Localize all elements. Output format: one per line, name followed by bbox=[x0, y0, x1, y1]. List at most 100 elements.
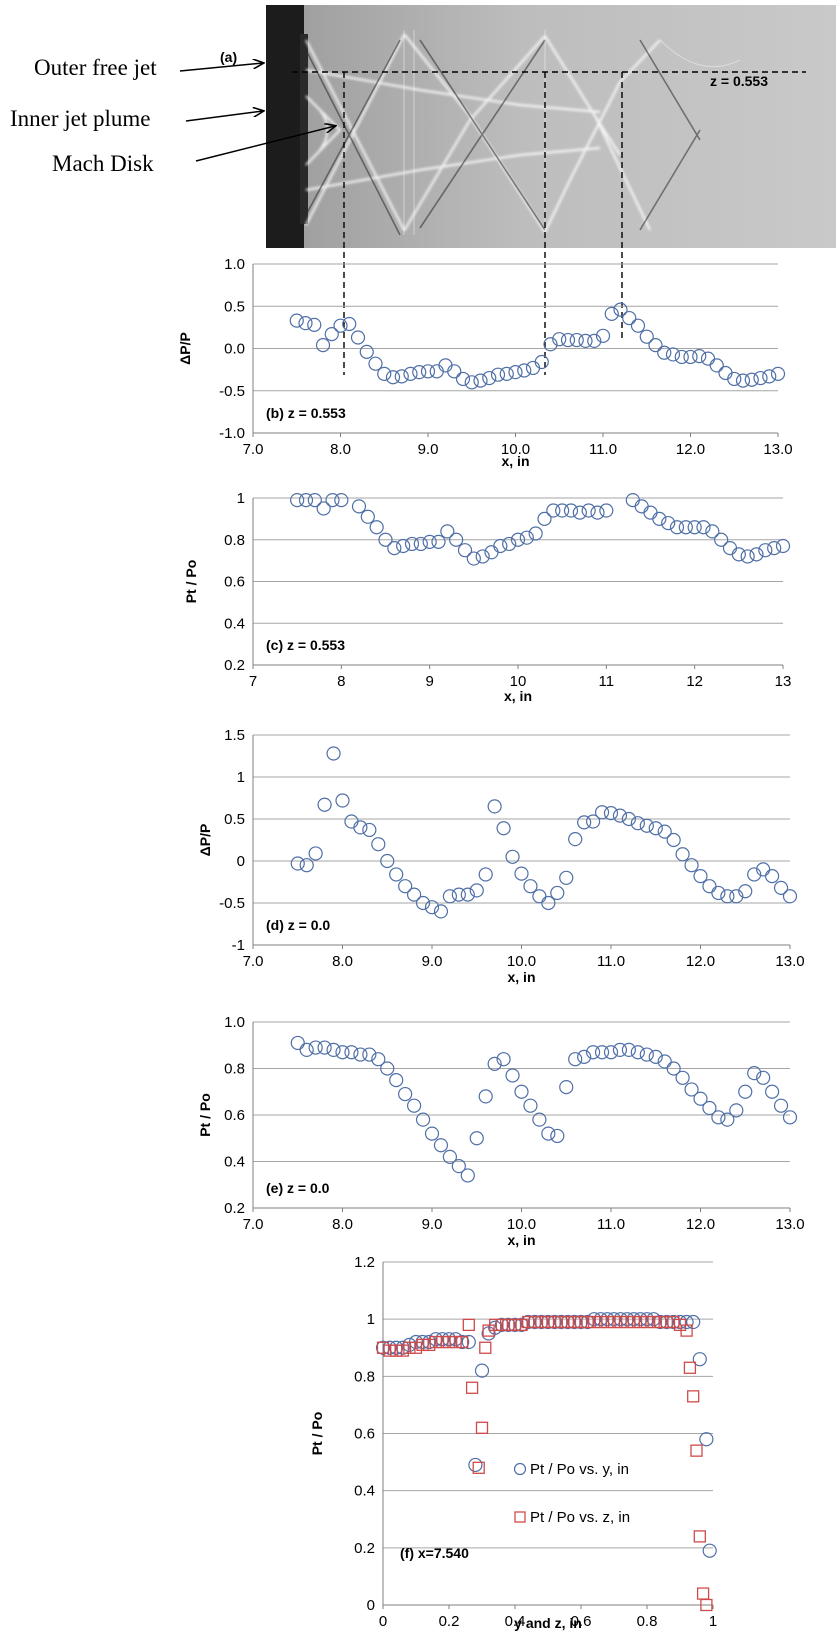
data-point-square bbox=[416, 1338, 429, 1352]
data-point bbox=[630, 816, 645, 831]
data-point bbox=[403, 366, 418, 381]
data-point bbox=[451, 887, 466, 902]
panel-label: (e) z = 0.0 bbox=[266, 1180, 330, 1196]
z-label: z = 0.553 bbox=[710, 73, 768, 89]
data-point bbox=[684, 858, 699, 873]
y-tick-label: 0 bbox=[237, 853, 245, 870]
data-point bbox=[344, 1045, 359, 1060]
data-point bbox=[735, 373, 751, 388]
data-point bbox=[474, 1363, 490, 1378]
data-point-square bbox=[383, 1344, 396, 1357]
data-point-square bbox=[640, 1315, 654, 1329]
x-tick-label: 9 bbox=[425, 673, 433, 690]
data-point bbox=[630, 1045, 645, 1060]
y-tick-label: 0.0 bbox=[224, 341, 245, 358]
data-point bbox=[621, 1042, 637, 1058]
data-point bbox=[342, 316, 357, 332]
x-tick-label: 0.6 bbox=[571, 1613, 592, 1630]
data-point bbox=[559, 870, 574, 885]
y-tick-label: 0.6 bbox=[224, 574, 245, 591]
data-point bbox=[550, 1128, 565, 1144]
x-tick-label: 8.0 bbox=[332, 1216, 353, 1233]
data-point bbox=[590, 505, 605, 520]
data-point bbox=[505, 849, 520, 864]
data-point bbox=[764, 869, 780, 884]
data-point bbox=[514, 1084, 529, 1099]
data-point-square bbox=[456, 1335, 469, 1349]
x-tick-label: 10.0 bbox=[501, 441, 530, 458]
data-point bbox=[684, 1082, 699, 1097]
data-point bbox=[317, 797, 332, 812]
data-point bbox=[424, 1126, 440, 1141]
data-point bbox=[298, 492, 314, 508]
data-point bbox=[499, 366, 514, 381]
y-tick-label: 0.4 bbox=[224, 615, 245, 632]
data-point bbox=[442, 1149, 457, 1164]
data-point bbox=[380, 1061, 395, 1076]
series-y bbox=[290, 492, 791, 566]
data-point bbox=[727, 371, 742, 387]
data-point bbox=[683, 349, 698, 365]
data-point bbox=[308, 846, 323, 861]
data-point bbox=[523, 1098, 538, 1113]
chart-panel-e: 0.2 0.4 0.6 0.8 1.0 7.0 8.0 9.0 10.0 11.0 12.0 13.0… bbox=[197, 1014, 805, 1248]
data-point-square bbox=[581, 1315, 594, 1329]
data-point bbox=[362, 822, 377, 838]
data-point bbox=[290, 1035, 305, 1051]
data-point bbox=[648, 821, 663, 836]
panel-label: (d) z = 0.0 bbox=[266, 917, 330, 933]
series-y bbox=[290, 746, 798, 919]
data-point-square bbox=[489, 1318, 502, 1332]
data-point bbox=[537, 511, 552, 526]
data-point bbox=[756, 1070, 771, 1085]
data-point bbox=[461, 1334, 476, 1350]
data-point bbox=[362, 1047, 377, 1062]
data-point bbox=[603, 1045, 619, 1060]
data-point bbox=[738, 884, 753, 899]
y-tick-label: 1 bbox=[367, 1311, 375, 1328]
data-point bbox=[613, 302, 628, 317]
y-tick-label: 0.2 bbox=[354, 1540, 375, 1557]
data-point bbox=[334, 492, 349, 508]
data-point bbox=[371, 837, 386, 852]
data-point bbox=[767, 540, 782, 556]
data-point bbox=[532, 1112, 547, 1127]
data-point bbox=[782, 889, 798, 904]
data-point bbox=[720, 1112, 735, 1127]
data-point-square bbox=[429, 1335, 442, 1349]
data-point-square bbox=[462, 1318, 475, 1332]
data-point bbox=[398, 879, 413, 894]
y-tick-label: -1 bbox=[232, 937, 245, 954]
x-tick-label: 11 bbox=[599, 673, 615, 690]
data-point bbox=[478, 867, 493, 882]
data-point bbox=[380, 853, 395, 869]
legend-marker-circle bbox=[513, 1462, 527, 1476]
schlieren-image bbox=[266, 5, 836, 248]
data-point bbox=[385, 370, 401, 385]
data-point bbox=[587, 333, 602, 348]
data-point bbox=[307, 317, 322, 332]
data-point bbox=[555, 503, 570, 518]
legend-entry: Pt / Po vs. z, in bbox=[530, 1509, 630, 1526]
data-point-square bbox=[522, 1315, 535, 1329]
data-point-square bbox=[647, 1315, 660, 1329]
data-point bbox=[389, 867, 404, 882]
y-tick-label: 1 bbox=[237, 769, 245, 786]
data-point-square bbox=[479, 1341, 492, 1354]
inner-jet-plume-label: Inner jet plume bbox=[10, 106, 151, 131]
x-tick-label: 0.4 bbox=[505, 1613, 526, 1630]
data-point-square bbox=[594, 1315, 607, 1329]
data-point bbox=[378, 532, 393, 547]
data-point bbox=[532, 889, 547, 904]
data-point bbox=[360, 509, 375, 524]
data-point bbox=[770, 366, 786, 381]
data-point bbox=[451, 1159, 466, 1174]
data-point bbox=[442, 889, 457, 904]
data-point bbox=[693, 1091, 708, 1106]
data-point bbox=[543, 337, 558, 352]
data-point bbox=[422, 1334, 437, 1350]
x-tick-label: 0 bbox=[379, 1613, 387, 1630]
x-tick-label: 9.0 bbox=[418, 441, 439, 458]
data-point bbox=[657, 1054, 672, 1069]
data-point bbox=[469, 883, 484, 898]
